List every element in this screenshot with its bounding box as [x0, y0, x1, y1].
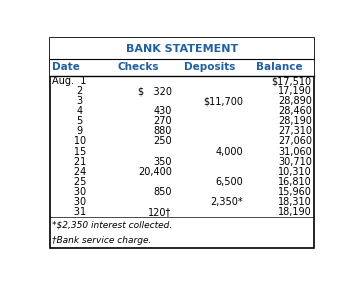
- Text: 16,810: 16,810: [278, 177, 312, 187]
- Text: 21: 21: [52, 156, 86, 167]
- Text: BANK STATEMENT: BANK STATEMENT: [126, 43, 238, 53]
- Text: $   320: $ 320: [138, 86, 172, 96]
- Bar: [50, 59, 314, 76]
- Text: 28,890: 28,890: [278, 96, 312, 106]
- Text: 10,310: 10,310: [278, 167, 312, 177]
- Text: Checks: Checks: [118, 62, 159, 72]
- Text: 28,460: 28,460: [278, 106, 312, 116]
- Text: 30,710: 30,710: [278, 156, 312, 167]
- Text: 270: 270: [153, 116, 172, 126]
- Text: Deposits: Deposits: [184, 62, 235, 72]
- Text: $11,700: $11,700: [203, 96, 243, 106]
- Text: 880: 880: [153, 126, 172, 136]
- Text: 2,350*: 2,350*: [211, 197, 243, 207]
- Text: 4,000: 4,000: [215, 147, 243, 156]
- Text: 5: 5: [52, 116, 83, 126]
- Text: 15: 15: [52, 147, 86, 156]
- Text: Date: Date: [52, 62, 80, 72]
- Text: 6,500: 6,500: [215, 177, 243, 187]
- Text: 18,190: 18,190: [278, 207, 312, 217]
- Text: *$2,350 interest collected.: *$2,350 interest collected.: [52, 220, 172, 229]
- Text: 30: 30: [52, 197, 86, 207]
- Bar: [50, 38, 314, 59]
- Text: 27,060: 27,060: [278, 136, 312, 147]
- Text: 27,310: 27,310: [278, 126, 312, 136]
- Text: 250: 250: [153, 136, 172, 147]
- Text: Aug.  1: Aug. 1: [52, 76, 87, 86]
- Text: 31: 31: [52, 207, 86, 217]
- Text: 850: 850: [153, 187, 172, 197]
- Text: 31,060: 31,060: [278, 147, 312, 156]
- Text: Balance: Balance: [256, 62, 303, 72]
- Text: 17,190: 17,190: [278, 86, 312, 96]
- Text: 2: 2: [52, 86, 83, 96]
- Text: 24: 24: [52, 167, 86, 177]
- Text: 18,310: 18,310: [278, 197, 312, 207]
- Text: 15,960: 15,960: [278, 187, 312, 197]
- Text: 120†: 120†: [148, 207, 172, 217]
- Text: 430: 430: [153, 106, 172, 116]
- Text: 10: 10: [52, 136, 86, 147]
- Text: 4: 4: [52, 106, 83, 116]
- Text: $17,510: $17,510: [272, 76, 312, 86]
- Text: 350: 350: [153, 156, 172, 167]
- Text: †Bank service charge.: †Bank service charge.: [52, 236, 152, 245]
- Text: 9: 9: [52, 126, 83, 136]
- Text: 20,400: 20,400: [138, 167, 172, 177]
- Text: 30: 30: [52, 187, 86, 197]
- Text: 25: 25: [52, 177, 87, 187]
- Text: 3: 3: [52, 96, 83, 106]
- Text: 28,190: 28,190: [278, 116, 312, 126]
